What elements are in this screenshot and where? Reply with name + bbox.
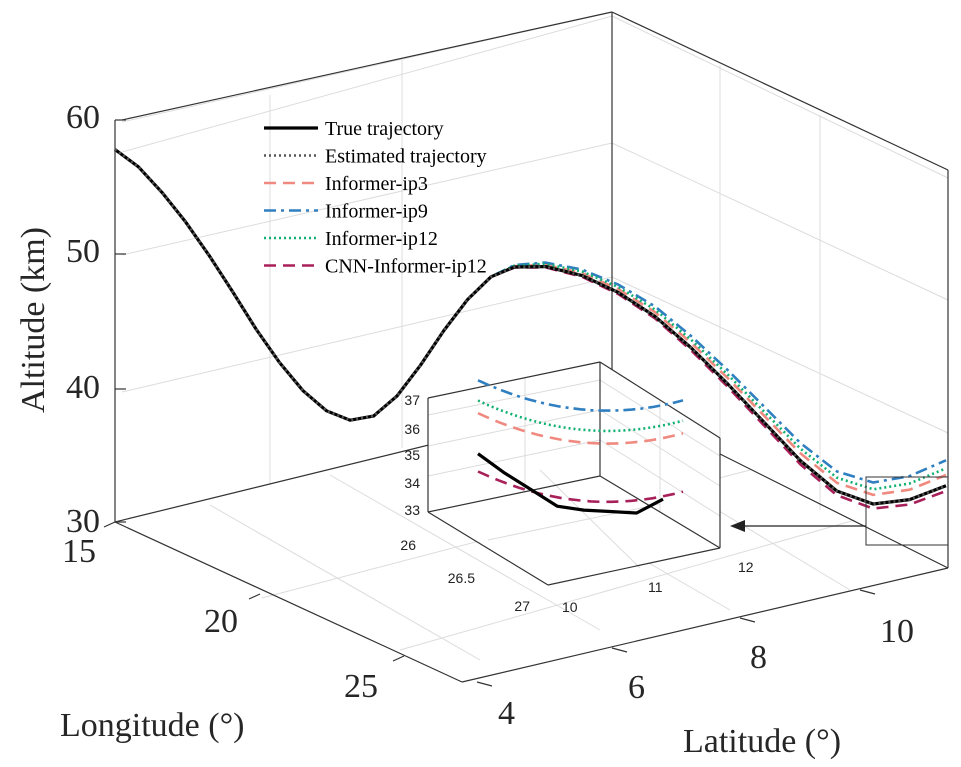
zoom-region-box	[865, 476, 949, 546]
lat-tick-label: 4	[498, 695, 515, 732]
series-line-informer-ip12	[114, 148, 947, 491]
inset-lon-tick: 27	[514, 598, 530, 614]
inset-line-informer-ip12	[477, 399, 684, 433]
legend-entry: CNN-Informer-ip12	[325, 256, 487, 278]
legend-entry: Estimated trajectory	[325, 146, 487, 168]
inset-lon-tick: 26	[400, 537, 416, 553]
z-tick-label: 60	[66, 99, 100, 136]
legend-entry: True trajectory	[325, 118, 444, 140]
z-tick-label: 40	[66, 369, 100, 406]
x-axis-label: Longitude (°)	[60, 707, 245, 744]
lon-tick-label: 25	[344, 668, 378, 705]
z-axis-label: Altitude (km)	[15, 227, 52, 413]
inset-line-true-trajectory	[477, 452, 664, 515]
legend-entry: Informer-ip3	[325, 173, 428, 195]
legend: True trajectory Estimated trajectory Infor…	[264, 118, 487, 278]
inset-series	[477, 379, 684, 515]
legend-entry: Informer-ip12	[325, 228, 438, 250]
series-line-true-trajectory	[114, 148, 947, 506]
inset-lat-tick: 10	[562, 599, 578, 615]
inset-plot: 37 36 35 34 33 26 26.5 27 10 11 12	[400, 361, 754, 615]
inset-z-tick: 36	[404, 421, 420, 437]
inset-z-tick: 33	[404, 502, 420, 518]
z-tick-label: 30	[66, 503, 100, 540]
z-tick-label: 50	[66, 233, 100, 270]
axes-box	[103, 11, 949, 687]
y-axis-label: Latitude (°)	[683, 723, 841, 760]
longitude-tick-labels: 15 20 25	[62, 533, 378, 705]
trajectory-series	[114, 148, 947, 510]
inset-line-informer-ip3	[477, 412, 684, 445]
inset-line-cnn-informer-ip12	[477, 470, 684, 504]
zoom-arrow-head	[730, 520, 745, 532]
latitude-tick-labels: 4 6 8 10	[498, 613, 914, 732]
inset-z-tick: 35	[404, 447, 420, 463]
inset-lat-tick: 12	[738, 559, 754, 575]
inset-z-tick: 37	[404, 392, 420, 408]
lat-tick-label: 8	[750, 639, 767, 676]
inset-lat-tick: 11	[648, 579, 663, 595]
inset-line-informer-ip9	[477, 379, 684, 412]
lon-tick-label: 20	[204, 603, 238, 640]
legend-entry: Informer-ip9	[325, 201, 428, 223]
inset-lon-tick: 26.5	[448, 570, 475, 586]
inset-z-tick: 34	[404, 475, 420, 491]
lat-tick-label: 10	[880, 613, 914, 650]
lon-tick-label: 15	[62, 533, 96, 570]
lat-tick-label: 6	[628, 669, 645, 706]
z-tick-labels: 60 50 40 30	[66, 99, 100, 540]
